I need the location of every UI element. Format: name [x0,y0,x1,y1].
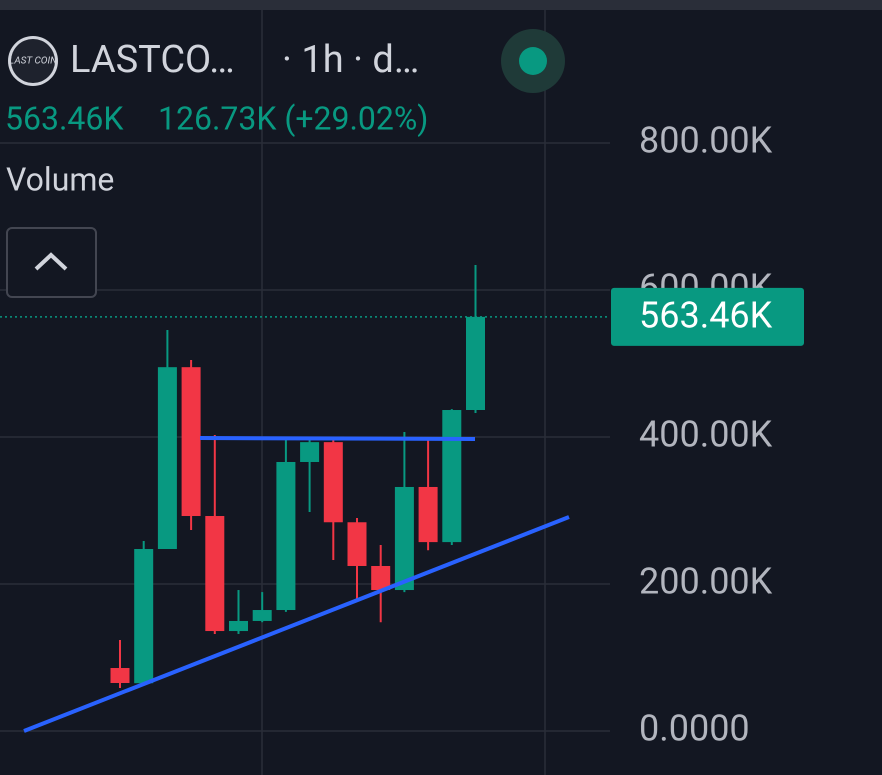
trend-line [199,436,476,441]
candle-body [323,442,343,523]
candle-body [347,522,367,566]
symbol-title: LASTCO… [70,38,235,82]
last-price-badge [611,287,804,346]
y-tick-label: 200.00K [639,561,773,603]
status-dot [519,47,547,75]
logo-inner [11,39,55,83]
candles [0,265,610,689]
chevron-up [34,252,68,271]
candle-body [300,442,320,462]
candle-body [394,486,414,591]
y-tick-label: 400.00K [639,414,773,456]
candle-body [371,565,391,591]
candle-body [442,410,462,543]
candle-body [181,367,201,517]
y-axis: 0.0000200.00K400.00K600.00K800.00K563.46… [611,120,804,750]
candle-body [252,610,272,621]
logo-text: LAST COIN [9,56,57,67]
y-tick-label: 800.00K [639,120,773,162]
candle-body [157,367,177,550]
candle-body [205,516,225,632]
candle-body [418,486,438,543]
collapse-button[interactable] [6,227,97,298]
change: 126.73K (+29.02%) [158,99,428,137]
candle-body [276,461,296,611]
y-tick-label: 0.0000 [639,708,750,750]
candle-body [134,549,154,684]
last-price: 563.46K [5,99,124,137]
interval: · 1h · d… [282,38,419,82]
trend-line [23,515,570,733]
candle-body [466,316,485,411]
top-bar [0,0,882,10]
last-price-label: 563.46K [639,294,773,336]
indicator-name: Volume [6,160,114,198]
candle-body [110,668,130,684]
candle-body [229,620,248,632]
